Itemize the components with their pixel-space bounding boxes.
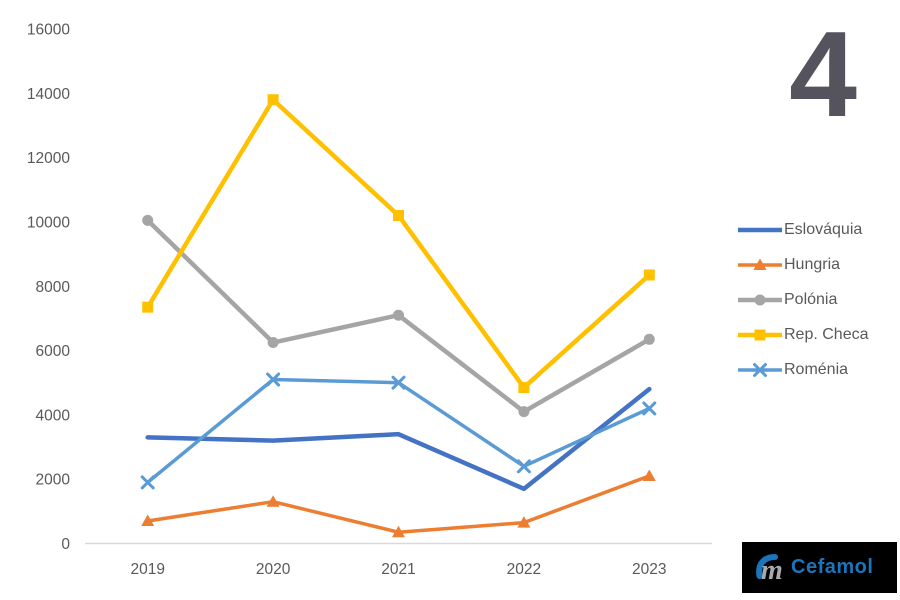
series-marker-circle <box>393 309 404 321</box>
series-marker-x <box>391 375 406 390</box>
legend-item-pol-nia: Polónia <box>738 288 869 312</box>
legend-label-rom-nia: Roménia <box>784 361 849 378</box>
series-marker-circle <box>267 337 279 349</box>
series-marker-x <box>753 363 767 377</box>
legend-label-pol-nia: Polónia <box>784 291 838 308</box>
series-marker-square <box>142 301 154 313</box>
series-marker-square <box>267 94 279 106</box>
y-axis-tick-2000: 2000 <box>36 472 71 489</box>
series-line-rom-nia <box>145 377 652 485</box>
series-line-eslov-quia <box>145 386 652 492</box>
x-axis-label-2019: 2019 <box>130 561 164 578</box>
legend-item-rom-nia: Roménia <box>738 358 869 382</box>
legend-item-rep-checa: Rep. Checa <box>738 323 869 347</box>
y-axis-tick-6000: 6000 <box>36 343 71 360</box>
legend-swatch-rep-checa <box>738 329 782 341</box>
y-axis-tick-8000: 8000 <box>36 279 71 296</box>
series-line-rep-checa <box>145 97 652 390</box>
legend-item-eslov-quia: Eslováquia <box>738 218 869 242</box>
legend-swatch-hungria <box>738 258 782 270</box>
x-axis-label-2020: 2020 <box>256 561 291 578</box>
y-axis-tick-16000: 16000 <box>27 22 70 39</box>
y-axis-tick-0: 0 <box>61 536 70 553</box>
series-line-hungria <box>145 474 652 534</box>
svg-text:m: m <box>761 555 783 586</box>
series-marker-circle <box>754 294 766 306</box>
series-marker-triangle <box>517 516 531 528</box>
series-marker-triangle <box>392 525 405 538</box>
series-marker-triangle <box>266 495 280 507</box>
cefamol-logo-text: Cefamol <box>791 556 874 578</box>
series-marker-square <box>754 329 766 341</box>
series-marker-x <box>516 459 531 474</box>
series-marker-triangle <box>753 258 767 270</box>
x-axis-label-2022: 2022 <box>507 561 541 578</box>
legend-swatch-rom-nia <box>738 363 782 377</box>
x-axis-label-2023: 2023 <box>632 561 666 578</box>
series-marker-square <box>518 382 530 394</box>
series-marker-triangle <box>141 514 155 526</box>
y-axis-tick-4000: 4000 <box>36 407 71 424</box>
series-marker-x <box>266 372 281 387</box>
legend-label-hungria: Hungria <box>784 256 841 273</box>
series-marker-x <box>642 401 657 416</box>
series-marker-square <box>393 210 404 222</box>
series-marker-circle <box>643 333 655 345</box>
legend-label-eslov-quia: Eslováquia <box>784 221 863 238</box>
cefamol-logo-mark-icon: m <box>756 553 783 586</box>
series-marker-x <box>140 475 155 490</box>
y-axis-tick-10000: 10000 <box>27 214 70 231</box>
x-axis-label-2021: 2021 <box>381 561 415 578</box>
series-marker-circle <box>142 214 154 226</box>
slide-number: 4 <box>789 6 857 142</box>
y-axis-tick-12000: 12000 <box>27 150 70 167</box>
series-marker-triangle <box>642 469 656 481</box>
cefamol-logo: m Cefamol <box>742 542 897 593</box>
y-axis-tick-14000: 14000 <box>27 86 70 103</box>
series-marker-square <box>643 269 655 281</box>
legend-label-rep-checa: Rep. Checa <box>784 326 869 343</box>
legend-swatch-eslov-quia <box>738 227 782 233</box>
chart-legend: Eslováquia Hungria Polónia Rep. Checa Roméni… <box>738 218 869 382</box>
legend-item-hungria: Hungria <box>738 253 869 277</box>
series-marker-circle <box>518 406 530 418</box>
legend-swatch-pol-nia <box>738 294 782 306</box>
